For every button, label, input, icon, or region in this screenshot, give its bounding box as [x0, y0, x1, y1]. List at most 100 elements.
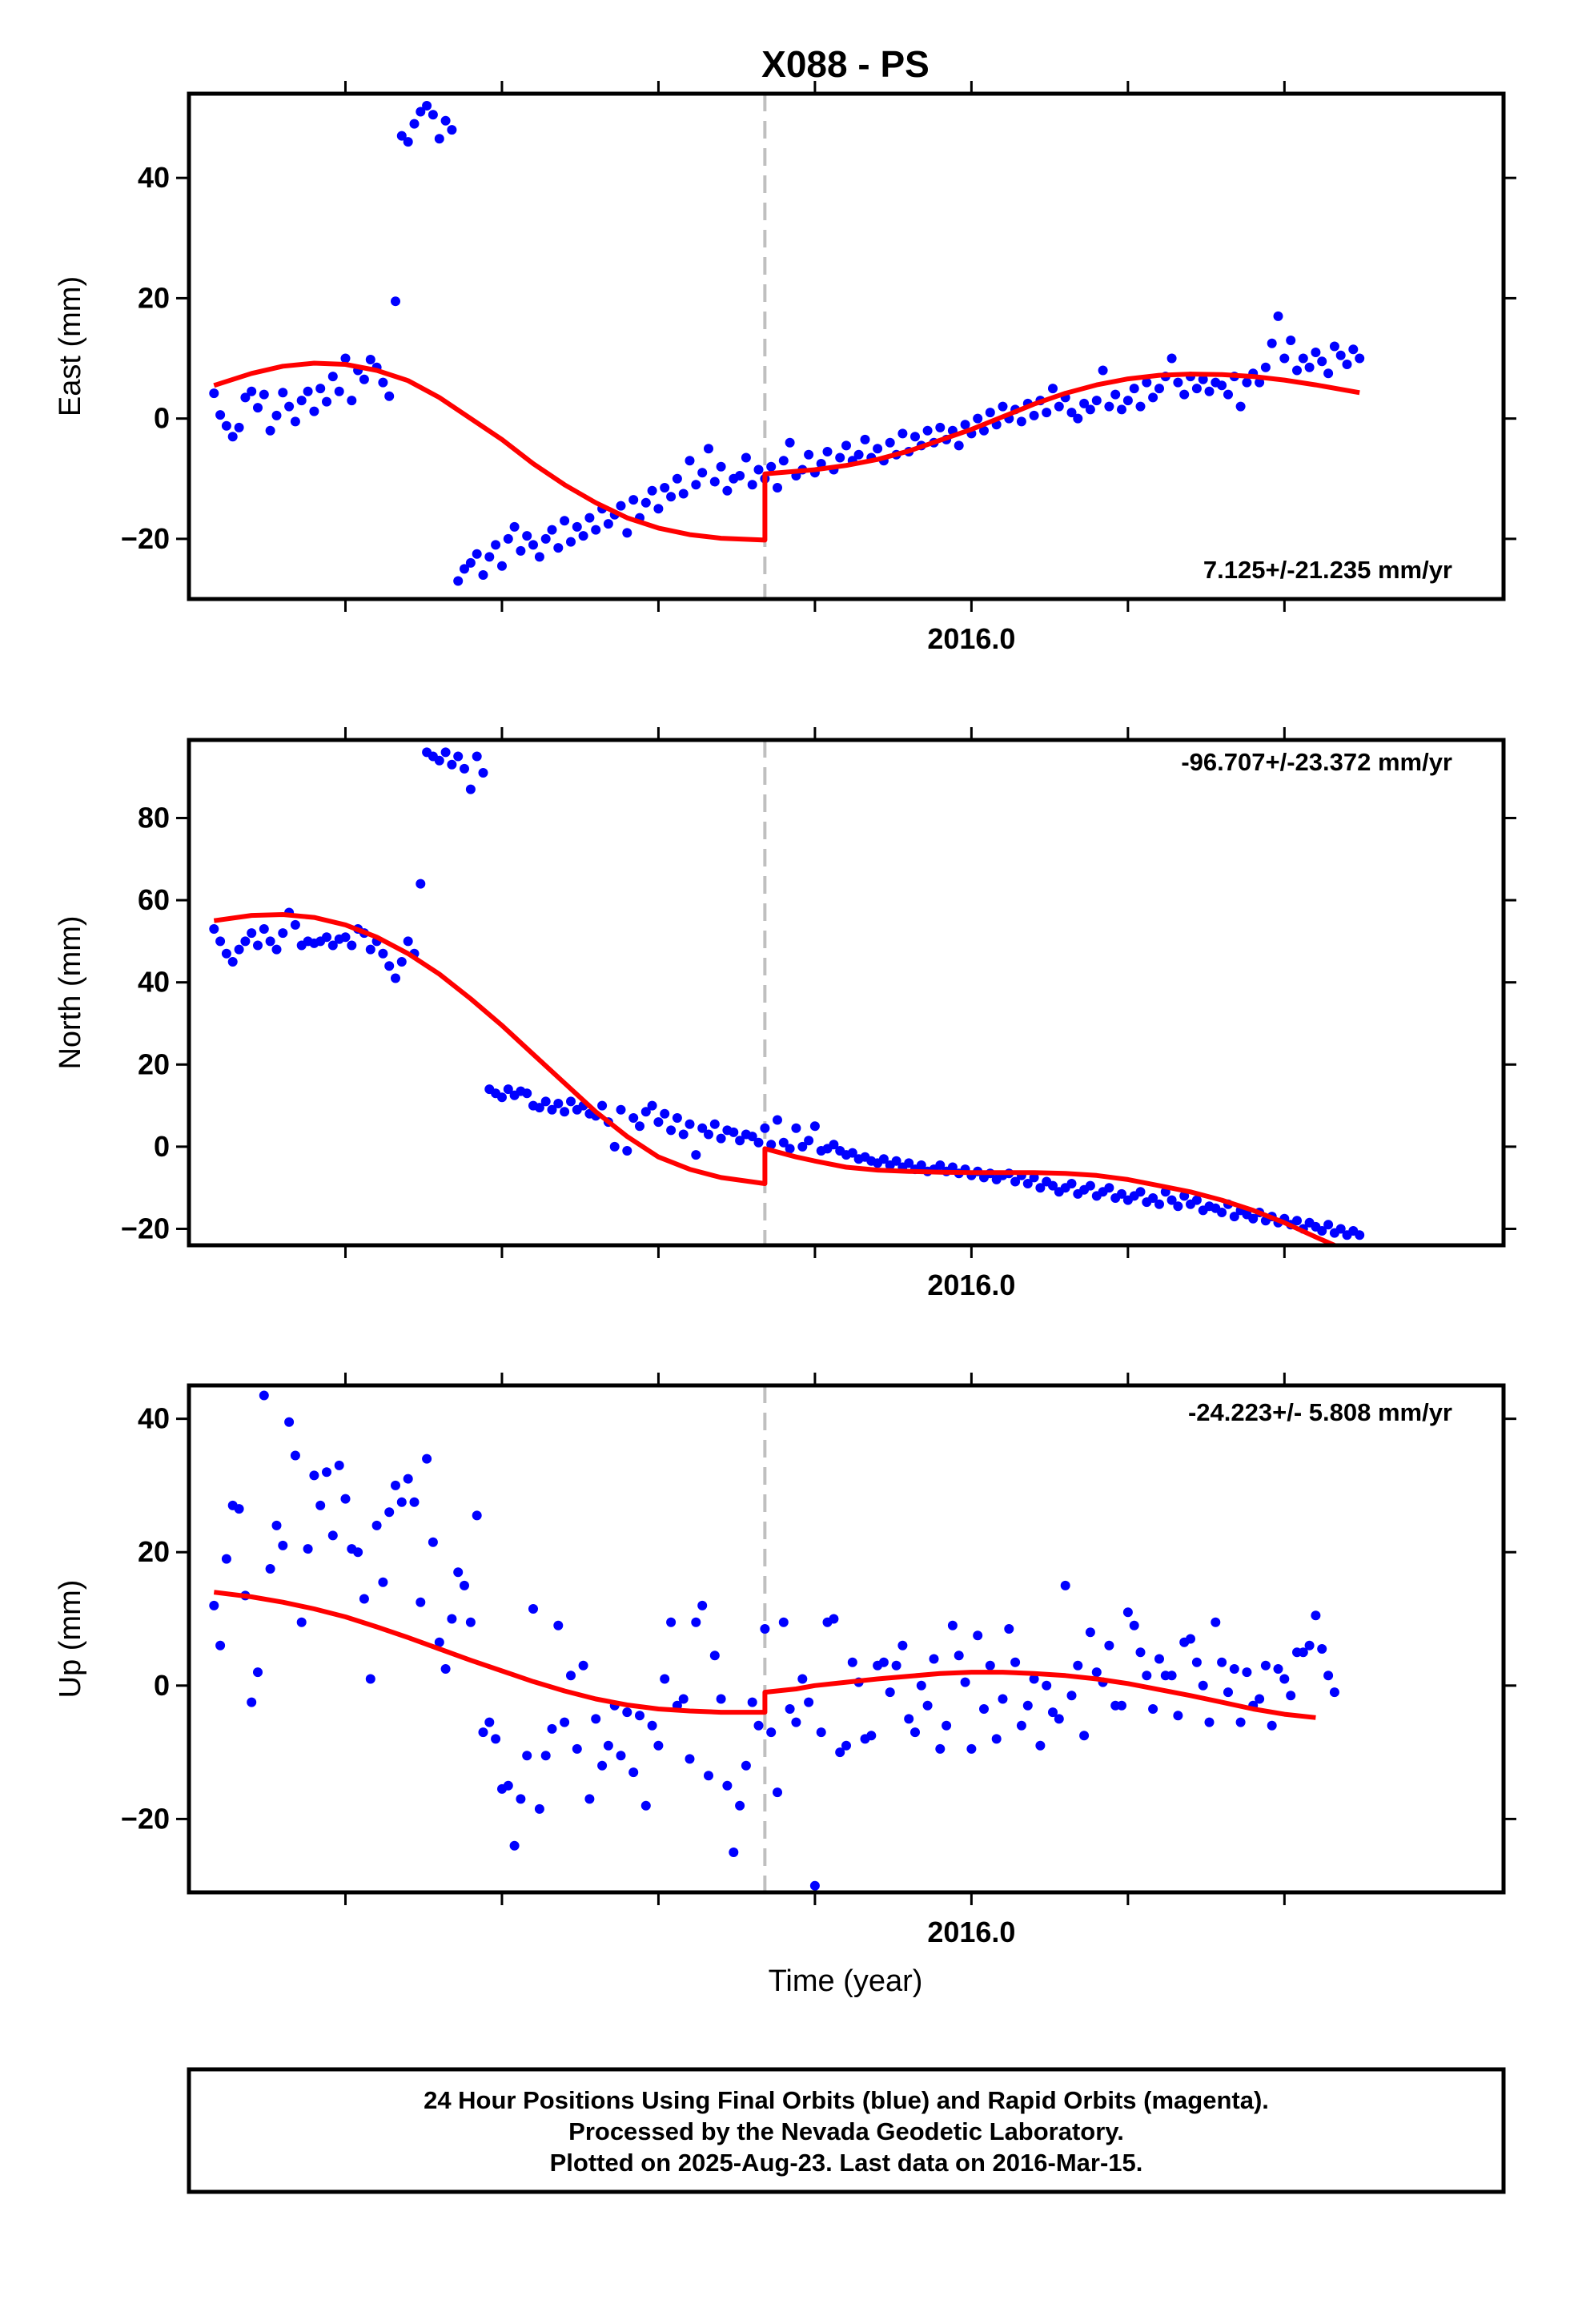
data-point	[516, 1794, 526, 1804]
data-point	[584, 1794, 595, 1804]
data-point	[1091, 396, 1102, 406]
data-point	[215, 410, 226, 420]
data-point	[716, 1133, 726, 1144]
y-tick-label: 0	[154, 1130, 170, 1163]
data-point	[597, 1760, 608, 1771]
data-point	[954, 1651, 964, 1661]
data-point	[609, 1141, 620, 1152]
data-point	[522, 1088, 532, 1099]
data-point	[866, 1731, 877, 1741]
data-point	[259, 1390, 269, 1401]
data-point	[503, 1780, 513, 1791]
data-point	[1198, 374, 1208, 384]
data-point	[271, 1520, 282, 1530]
data-point	[296, 396, 307, 406]
data-point	[540, 1751, 551, 1761]
data-point	[1217, 1208, 1227, 1217]
data-point	[560, 516, 570, 526]
data-point	[416, 1597, 426, 1607]
data-point	[1122, 396, 1133, 406]
data-point	[791, 1123, 801, 1133]
data-point	[303, 386, 313, 396]
data-point	[247, 1697, 257, 1707]
data-point	[716, 461, 726, 472]
y-tick-label: 40	[138, 1402, 170, 1435]
data-point	[766, 461, 777, 472]
data-point	[1173, 377, 1183, 388]
data-point	[422, 101, 432, 111]
data-point	[284, 1417, 295, 1427]
data-point	[440, 115, 451, 126]
data-point	[691, 480, 701, 490]
data-point	[878, 1657, 889, 1667]
data-point	[453, 1567, 464, 1578]
data-point	[778, 1137, 789, 1148]
data-point	[678, 1694, 689, 1704]
data-point	[497, 1092, 507, 1103]
data-point	[1022, 1179, 1033, 1188]
data-point	[1054, 401, 1064, 412]
y-tick-label: 20	[138, 1047, 170, 1080]
data-point	[753, 464, 764, 475]
data-point	[1279, 353, 1290, 364]
y-tick-label: 0	[154, 402, 170, 435]
data-point	[290, 416, 300, 427]
data-point	[929, 1654, 939, 1664]
data-point	[278, 388, 288, 398]
data-point	[829, 1614, 839, 1624]
data-point	[835, 1747, 845, 1758]
data-point	[1117, 404, 1126, 415]
data-point	[509, 521, 520, 532]
data-point	[391, 973, 400, 983]
data-points	[209, 1390, 1339, 1891]
data-point	[942, 1720, 952, 1731]
data-point	[685, 1119, 695, 1129]
data-point	[709, 1651, 720, 1661]
data-point	[616, 501, 626, 511]
data-point	[1104, 1640, 1114, 1651]
data-point	[253, 1667, 263, 1678]
data-points	[209, 747, 1365, 1240]
data-point	[290, 919, 300, 930]
x-tick-label: 2016.0	[927, 622, 1015, 655]
data-point	[465, 557, 476, 568]
data-point	[334, 1460, 344, 1470]
data-point	[1110, 389, 1121, 400]
data-point	[534, 1103, 544, 1113]
data-point	[1217, 1657, 1227, 1667]
data-point	[1122, 1607, 1133, 1618]
data-point	[1267, 1720, 1277, 1731]
data-point	[391, 1480, 400, 1490]
data-point	[591, 525, 601, 535]
data-point	[1142, 377, 1152, 388]
data-point	[478, 570, 488, 580]
data-point	[1211, 1617, 1221, 1627]
data-point	[1042, 1680, 1052, 1691]
data-point	[628, 1113, 639, 1123]
data-point	[509, 1840, 520, 1851]
data-point	[622, 528, 632, 538]
data-point	[221, 420, 231, 431]
data-point	[290, 1450, 300, 1461]
y-tick-label: 40	[138, 161, 170, 194]
data-point	[572, 1743, 582, 1754]
data-point	[760, 1624, 770, 1634]
data-point	[979, 1704, 989, 1714]
data-point	[265, 425, 275, 436]
data-point	[1355, 353, 1365, 364]
data-point	[371, 1520, 382, 1530]
data-point	[1317, 1644, 1327, 1654]
data-point	[691, 1617, 701, 1627]
data-point	[1298, 353, 1308, 364]
data-point	[704, 1771, 713, 1781]
model-fit-line	[213, 1590, 1316, 1720]
data-point	[1179, 389, 1190, 400]
data-point	[378, 948, 388, 959]
model-fit-line	[213, 912, 1336, 1245]
data-point	[1035, 1740, 1046, 1751]
data-point	[384, 391, 395, 401]
data-point	[1148, 1704, 1158, 1714]
data-point	[384, 1507, 395, 1518]
data-point	[472, 1510, 482, 1521]
data-point	[265, 1564, 275, 1574]
